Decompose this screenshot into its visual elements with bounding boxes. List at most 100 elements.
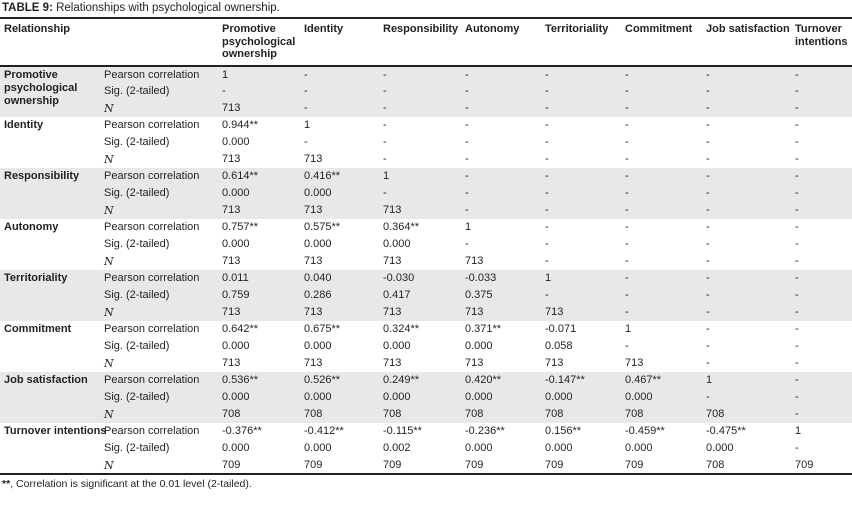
value-cell: - <box>541 82 621 100</box>
value-cell: - <box>706 254 710 267</box>
value-cell: 0.000 <box>222 441 250 454</box>
value-cell: -0.376** <box>222 424 262 437</box>
stat-label-sig: Sig. (2-tailed) <box>100 82 218 100</box>
value-cell: 709 <box>625 458 644 471</box>
value-cell: -0.147** <box>541 371 621 389</box>
value-cell: - <box>791 65 852 83</box>
table-row: Promotive psychological ownership Pearson… <box>0 65 852 117</box>
col-header-autonomy: Autonomy <box>461 18 541 67</box>
value-cell: 0.000 <box>222 339 250 352</box>
table-row: Autonomy Pearson correlation 0.757** 0.575*… <box>0 219 852 236</box>
value-cell: 708 <box>702 405 791 423</box>
value-cell: - <box>541 201 621 219</box>
value-cell: 0.000 <box>304 441 332 454</box>
col-header-identity: Identity <box>300 18 379 67</box>
value-cell: - <box>461 167 541 185</box>
value-cell: 1 <box>304 118 311 131</box>
value-cell: -0.236** <box>465 424 505 437</box>
stat-label-n: N <box>104 254 114 268</box>
value-cell: 0.000 <box>621 388 702 406</box>
value-cell: - <box>795 322 799 335</box>
group-label: Job satisfaction <box>0 371 100 423</box>
value-cell: 0.575** <box>304 220 341 233</box>
group-label: Turnover intentions <box>4 424 107 437</box>
value-cell: 0.000 <box>218 184 300 202</box>
value-cell: 713 <box>300 201 379 219</box>
table-row: Job satisfaction Pearson correlation 0.536… <box>0 371 852 423</box>
value-cell: 0.757** <box>222 220 259 233</box>
value-cell: 1 <box>465 220 472 233</box>
value-cell: 713 <box>465 356 484 369</box>
value-cell: 713 <box>218 99 300 117</box>
value-cell: - <box>465 237 469 250</box>
value-cell: - <box>621 82 702 100</box>
table-body: Promotive psychological ownership Pearson… <box>0 65 852 474</box>
value-cell: - <box>795 118 799 131</box>
value-cell: 0.467** <box>621 371 702 389</box>
value-cell: 708 <box>300 405 379 423</box>
value-cell: 0.420** <box>461 371 541 389</box>
value-cell: 0.364** <box>383 220 420 233</box>
value-cell: - <box>545 254 549 267</box>
value-cell: 0.058 <box>545 339 573 352</box>
col-header-statistic <box>100 18 218 67</box>
table-row: N 713- - - - - - - <box>0 99 852 117</box>
value-cell: 0.000 <box>304 339 332 352</box>
table-row: N 713 713 713- - - - - <box>0 201 852 219</box>
value-cell: - <box>791 201 852 219</box>
value-cell: - <box>795 237 799 250</box>
value-cell: - <box>545 220 549 233</box>
value-cell: 0.040 <box>300 269 379 287</box>
value-cell: - <box>379 65 461 83</box>
value-cell: - <box>702 201 791 219</box>
table-row: Turnover intentions Pearson correlation -0… <box>0 423 852 440</box>
article-table-figure: TABLE 9: Relationships with psychologica… <box>0 2 852 490</box>
value-cell: 0.944** <box>222 118 259 131</box>
col-header-territoriality: Territoriality <box>541 18 621 67</box>
stat-label-sig: Sig. (2-tailed) <box>104 441 170 454</box>
value-cell: - <box>625 254 629 267</box>
value-cell: 0.156** <box>545 424 582 437</box>
value-cell: 713 <box>304 356 323 369</box>
value-cell: 0.526** <box>300 371 379 389</box>
stat-label-n: N <box>100 303 218 321</box>
value-cell: - <box>791 184 852 202</box>
value-cell: -0.030 <box>379 269 461 287</box>
value-cell: 713 <box>218 303 300 321</box>
value-cell: 713 <box>300 303 379 321</box>
value-cell: 0.000 <box>218 388 300 406</box>
value-cell: 0.324** <box>383 322 420 335</box>
value-cell: 0.417 <box>379 286 461 304</box>
table-row: N 709 709 709 709 709 709 708 709 <box>0 457 852 474</box>
value-cell: - <box>795 441 799 454</box>
table-row: Sig. (2-tailed) 0.759 0.286 0.417 0.375- - - - <box>0 286 852 304</box>
value-cell: 713 <box>625 356 644 369</box>
value-cell: - <box>791 286 852 304</box>
value-cell: 708 <box>621 405 702 423</box>
value-cell: - <box>706 135 710 148</box>
value-cell: 713 <box>222 356 241 369</box>
value-cell: - <box>791 82 852 100</box>
table-row: Sig. (2-tailed) 0.000 0.000 0.002 0.000 0.000… <box>0 440 852 457</box>
value-cell: 0.000 <box>383 237 411 250</box>
value-cell: 0.759 <box>218 286 300 304</box>
value-cell: - <box>702 286 791 304</box>
value-cell: - <box>621 184 702 202</box>
value-cell: 0.536** <box>218 371 300 389</box>
stat-label-pearson: Pearson correlation <box>104 220 200 233</box>
value-cell: 713 <box>218 201 300 219</box>
table-row: Sig. (2-tailed) 0.000 - - - - - - - <box>0 134 852 151</box>
value-cell: - <box>379 82 461 100</box>
value-cell: - <box>541 184 621 202</box>
stat-label-pearson: Pearson correlation <box>100 167 218 185</box>
value-cell: - <box>702 82 791 100</box>
table-row: N 713 713 713 713 - - - - <box>0 253 852 270</box>
value-cell: - <box>702 99 791 117</box>
value-cell: - <box>621 201 702 219</box>
stat-label-pearson: Pearson correlation <box>100 65 218 83</box>
stat-label-sig: Sig. (2-tailed) <box>104 237 170 250</box>
value-cell: 708 <box>541 405 621 423</box>
value-cell: - <box>621 99 702 117</box>
value-cell: - <box>791 269 852 287</box>
value-cell: - <box>461 201 541 219</box>
